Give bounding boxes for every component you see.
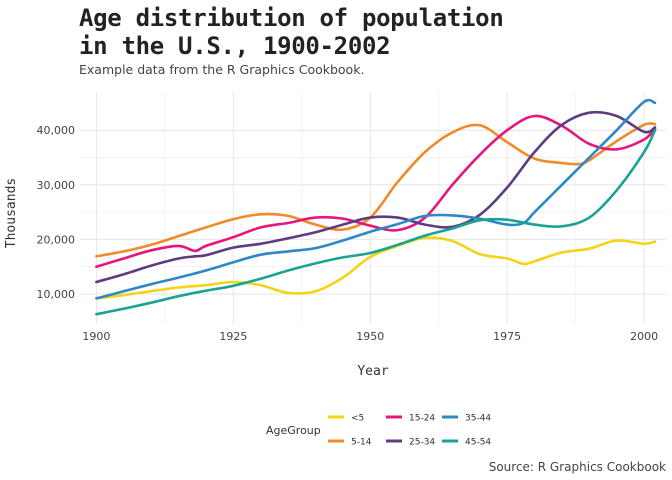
x-tick-label: 1975 — [493, 330, 521, 343]
y-tick-label: 30,000 — [37, 179, 76, 192]
grid-lines — [80, 92, 666, 324]
y-tick-label: 10,000 — [37, 288, 76, 301]
title-line-2: in the U.S., 1900-2002 — [79, 32, 391, 60]
legend-label-25-34: 25-34 — [409, 438, 435, 448]
caption: Source: R Graphics Cookbook — [488, 460, 666, 474]
legend: AgeGroup <5 5-14 15-24 25-34 35-44 45-54 — [266, 414, 491, 448]
legend-label-35-44: 35-44 — [465, 414, 491, 424]
series-line-45-54 — [95, 128, 657, 316]
chart-title: Age distribution of population in the U.… — [79, 4, 504, 60]
x-tick-label: 1925 — [219, 330, 247, 343]
series-line-5-14 — [95, 122, 657, 258]
series-lines — [95, 98, 657, 316]
legend-label-under-5: <5 — [351, 414, 364, 424]
x-tick-label: 1900 — [82, 330, 110, 343]
series-line-35-44 — [95, 98, 657, 300]
y-tick-label: 20,000 — [37, 233, 76, 246]
x-axis-ticks: 1900 1925 1950 1975 2000 — [82, 330, 658, 343]
y-axis-ticks: 10,000 20,000 30,000 40,000 — [37, 124, 76, 301]
x-axis-label: Year — [357, 364, 388, 379]
legend-label-45-54: 45-54 — [465, 438, 491, 448]
y-tick-label: 40,000 — [37, 124, 76, 137]
series-line-25-34 — [95, 110, 657, 284]
legend-label-15-24: 15-24 — [409, 414, 435, 424]
title-line-1: Age distribution of population — [79, 4, 504, 32]
chart-subtitle: Example data from the R Graphics Cookboo… — [79, 62, 365, 77]
legend-title: AgeGroup — [266, 424, 321, 437]
y-axis-label: Thousands — [4, 178, 19, 248]
x-tick-label: 2000 — [630, 330, 658, 343]
series-line-15-24 — [95, 114, 657, 268]
legend-label-5-14: 5-14 — [351, 438, 372, 448]
x-tick-label: 1950 — [356, 330, 384, 343]
